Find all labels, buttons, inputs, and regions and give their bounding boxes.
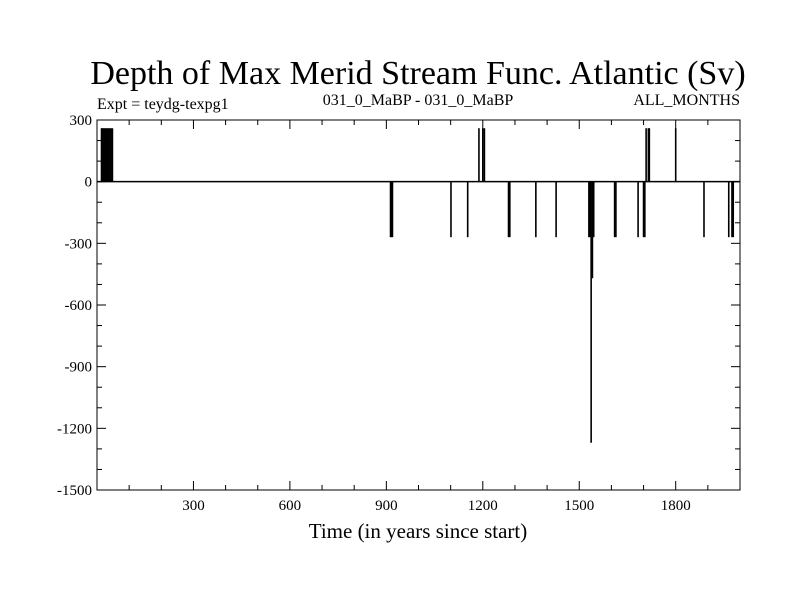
plot-area-frame bbox=[96, 119, 741, 491]
axis-ticks bbox=[97, 119, 740, 491]
x-tick-label: 1500 bbox=[564, 498, 594, 514]
y-tick-label: -1500 bbox=[57, 483, 92, 499]
y-tick-label: -900 bbox=[65, 360, 93, 376]
data-series bbox=[97, 128, 740, 443]
x-tick-label: 1800 bbox=[661, 498, 691, 514]
tick-labels: 300 600 900 1200 1500 1800 300 0 -300 -600 -900 -12… bbox=[57, 113, 691, 514]
x-tick-label: 900 bbox=[375, 498, 398, 514]
x-axis-label: Time (in years since start) bbox=[309, 519, 528, 543]
y-tick-label: -1200 bbox=[57, 421, 92, 437]
y-tick-label: 300 bbox=[70, 113, 93, 129]
y-tick-label: 0 bbox=[85, 175, 93, 191]
x-tick-label: 600 bbox=[279, 498, 302, 514]
period-label: 031_0_MaBP - 031_0_MaBP bbox=[323, 92, 514, 109]
experiment-label: Expt = teydg-texpg1 bbox=[97, 96, 229, 113]
chart-title: Depth of Max Merid Stream Func. Atlantic… bbox=[90, 55, 745, 92]
y-tick-label: -600 bbox=[65, 298, 93, 314]
months-label: ALL_MONTHS bbox=[633, 92, 740, 109]
x-tick-label: 1200 bbox=[468, 498, 498, 514]
y-tick-label: -300 bbox=[65, 236, 93, 252]
x-tick-label: 300 bbox=[182, 498, 205, 514]
